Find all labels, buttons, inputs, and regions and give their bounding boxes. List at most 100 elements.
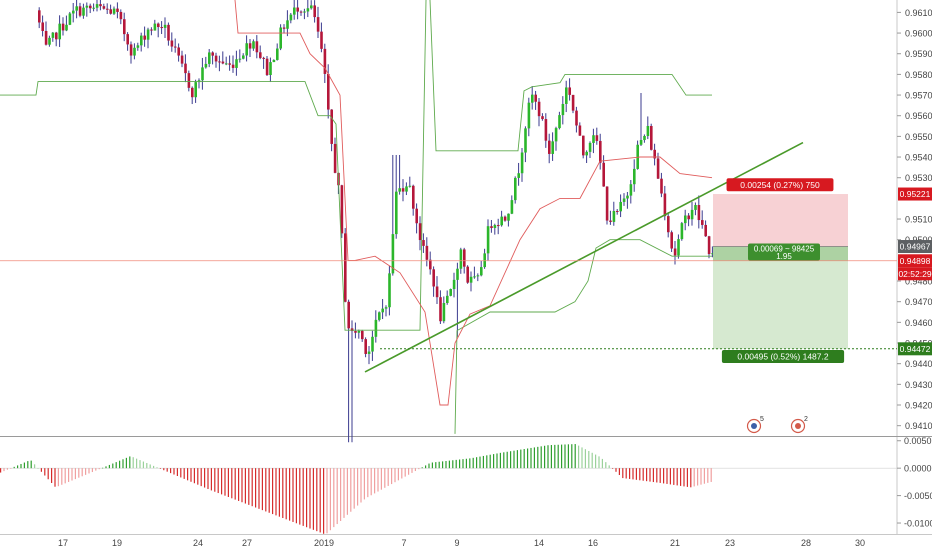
candle-body — [486, 226, 490, 254]
osc-bar — [639, 468, 641, 481]
osc-bar — [710, 468, 712, 482]
candle-body — [106, 8, 109, 10]
candle-body — [534, 94, 537, 102]
candle-body — [231, 64, 235, 68]
candle-body — [303, 11, 306, 13]
osc-bar — [404, 468, 406, 477]
osc-bar — [265, 468, 267, 512]
candle-body — [585, 151, 588, 156]
candle-body — [248, 43, 252, 49]
candle-body — [405, 186, 408, 192]
candle-body — [701, 220, 704, 225]
osc-bar — [690, 468, 692, 488]
osc-bar — [360, 468, 362, 503]
candle-body — [684, 215, 687, 224]
candle-body — [493, 225, 497, 229]
osc-bar — [319, 468, 321, 533]
osc-bar — [595, 454, 597, 469]
candle-body — [551, 141, 554, 154]
candle-body — [133, 47, 136, 56]
candle-body — [707, 236, 711, 255]
candle-body — [388, 273, 391, 308]
candle-body — [599, 140, 602, 163]
osc-bar — [401, 468, 403, 479]
osc-bar — [554, 444, 556, 469]
osc-bar — [88, 468, 90, 474]
candle-body — [639, 140, 643, 145]
osc-bar — [459, 459, 461, 469]
osc-bar — [47, 468, 49, 480]
candle-body — [129, 44, 133, 56]
candle-body — [544, 119, 548, 141]
osc-bar — [27, 461, 29, 469]
candle-body — [500, 216, 503, 226]
osc-bar — [380, 468, 382, 490]
osc-bar — [513, 450, 515, 469]
candle-body — [78, 6, 82, 16]
candle-body — [667, 216, 670, 233]
candle-body — [146, 29, 150, 40]
position-target-label-bg — [721, 349, 845, 363]
osc-bar — [166, 468, 168, 472]
candle-body — [650, 125, 653, 150]
candle-body — [656, 158, 660, 179]
osc-bar — [132, 457, 134, 469]
osc-bar — [646, 468, 648, 482]
candle-body — [480, 267, 483, 276]
osc-bar — [282, 468, 284, 519]
candle-body — [371, 336, 374, 352]
osc-bar — [537, 446, 539, 469]
osc-bar — [3, 468, 5, 472]
osc-bar — [578, 445, 580, 469]
osc-bar — [346, 468, 348, 515]
candle-body — [82, 7, 85, 16]
candle-body — [435, 286, 439, 298]
candle-body — [466, 266, 469, 283]
osc-bar — [445, 460, 447, 469]
candle-body — [633, 168, 636, 185]
osc-bar — [462, 459, 464, 469]
osc-tick-label: -0.0050 — [904, 491, 932, 501]
osc-bar — [414, 468, 416, 472]
osc-bar — [469, 458, 471, 469]
osc-bar — [108, 464, 110, 469]
candle-body — [238, 58, 242, 60]
candle-body — [333, 143, 337, 173]
candle-body — [452, 279, 456, 290]
candle-body — [412, 185, 415, 209]
candle-body — [578, 125, 582, 136]
price-axis-badge-bg — [898, 342, 932, 356]
channel-upper-line — [0, 0, 427, 331]
osc-bar — [183, 468, 185, 479]
osc-bar — [71, 468, 73, 481]
osc-bar — [200, 468, 202, 487]
price-axis-badge-text: 0.94967 — [900, 242, 931, 252]
candle-body — [510, 200, 514, 214]
osc-bar — [666, 468, 668, 484]
osc-bar — [506, 451, 508, 469]
channel-upper-line-2 — [429, 0, 712, 152]
candle-body — [235, 59, 238, 68]
osc-bar — [255, 468, 257, 508]
osc-bar — [176, 468, 178, 476]
candle-body — [384, 307, 388, 309]
osc-bar — [231, 468, 233, 499]
time-tick-label: 27 — [242, 538, 252, 548]
position-stop-label-bg — [726, 178, 834, 192]
candle-body — [391, 234, 395, 274]
osc-bar — [312, 468, 314, 530]
time-tick-label: 24 — [193, 538, 203, 548]
osc-bar — [642, 468, 644, 481]
price-axis-badge: 0.94898 — [898, 254, 932, 268]
candle-body — [476, 275, 480, 277]
osc-bar — [6, 468, 8, 470]
candle-body — [459, 249, 463, 269]
price-axis-badge-text: 0.94472 — [900, 344, 931, 354]
osc-bar — [591, 452, 593, 469]
osc-bar — [122, 459, 124, 469]
